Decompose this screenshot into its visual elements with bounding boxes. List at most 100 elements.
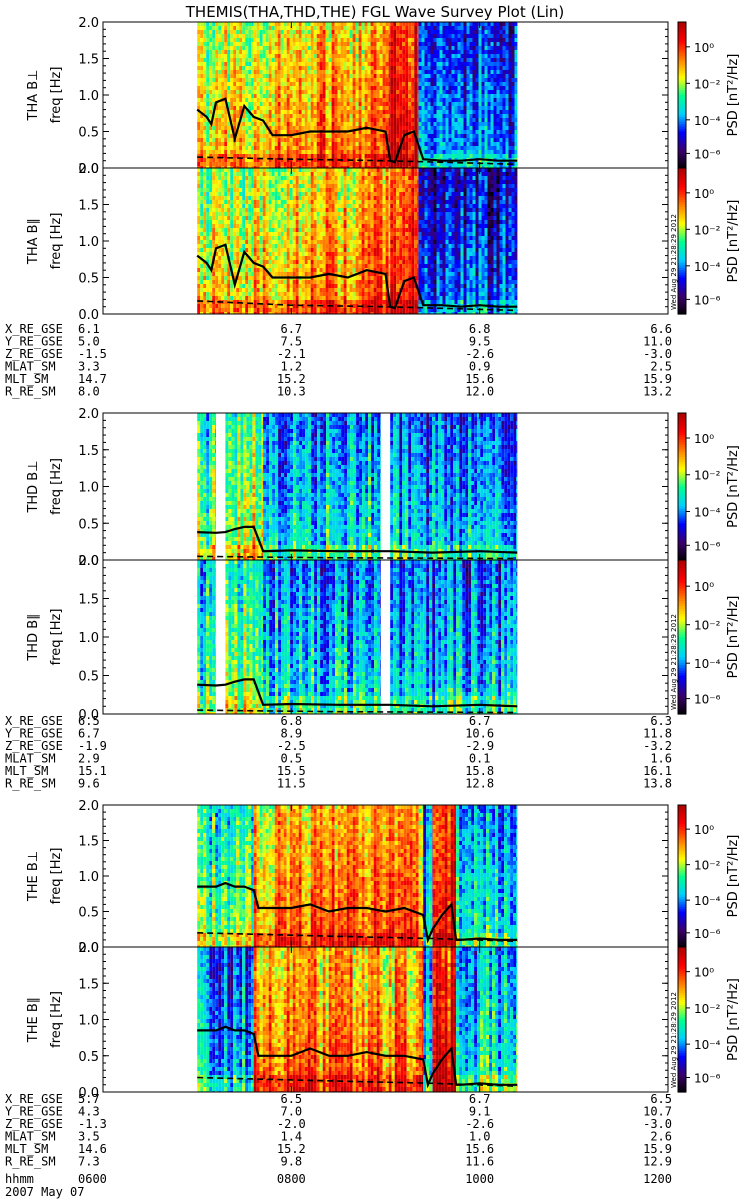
colorbar-tick-label: 10⁻⁶ bbox=[694, 147, 721, 161]
ytick-label: 0.5 bbox=[78, 272, 99, 287]
time-tick-label: 1000 bbox=[465, 1172, 494, 1186]
colorbar: 10⁰ 10⁻² 10⁻⁴ 10⁻⁶ PSD [nT²/Hz] bbox=[678, 22, 741, 169]
panel-label: THD B∥ bbox=[26, 613, 41, 661]
panel-ylabel: freq [Hz] bbox=[49, 458, 64, 515]
ephemeris-value: 8.0 bbox=[78, 385, 100, 399]
colorbar-tick-label: 10⁻⁴ bbox=[694, 505, 721, 519]
colorbar-tick-label: 10⁻⁶ bbox=[694, 539, 721, 553]
timestamp-label: Wed Aug 29 21:28:29 2012 bbox=[670, 614, 678, 710]
colorbar-tick-label: 10⁻² bbox=[694, 223, 721, 237]
ytick-label: 1.5 bbox=[78, 53, 99, 68]
panel-ylabel: freq [Hz] bbox=[49, 213, 64, 270]
ytick-label: 1.0 bbox=[78, 235, 99, 250]
ytick-label: 0.0 bbox=[78, 308, 99, 323]
ytick-label: 2.0 bbox=[78, 162, 99, 177]
timestamp-label: Wed Aug 29 21:28:29 2012 bbox=[670, 214, 678, 310]
panel-label: THA B⊥ bbox=[26, 70, 41, 122]
panel-label: THA B∥ bbox=[26, 218, 41, 265]
colorbar-tick-label: 10⁻⁴ bbox=[694, 894, 721, 908]
ephemeris-value: 9.6 bbox=[78, 777, 100, 791]
colorbar-label: PSD [nT²/Hz] bbox=[726, 200, 741, 283]
ytick-label: 2.0 bbox=[78, 16, 99, 31]
ytick-label: 1.5 bbox=[78, 199, 99, 214]
ytick-label: 0.5 bbox=[78, 1050, 99, 1065]
spectrogram-cells bbox=[197, 413, 517, 560]
timestamp-label: Wed Aug 29 21:28:29 2012 bbox=[670, 992, 678, 1088]
ephemeris-thd: X_RE_GSE 6.5 6.8 6.7 6.3Y_RE_GSE 6.7 8.9 10.6 11… bbox=[5, 714, 672, 791]
ytick-label: 0.5 bbox=[78, 126, 99, 141]
colorbar-label: PSD [nT²/Hz] bbox=[726, 54, 741, 137]
colorbar-tick-label: 10⁻⁶ bbox=[694, 693, 721, 707]
colorbar-tick-label: 10⁻⁴ bbox=[694, 114, 721, 128]
ytick-label: 1.0 bbox=[78, 631, 99, 646]
colorbar-tick-label: 10⁰ bbox=[694, 823, 714, 837]
ytick-label: 1.0 bbox=[78, 89, 99, 104]
colorbar-tick-label: 10⁻⁴ bbox=[694, 260, 721, 274]
colorbar-tick-label: 10⁰ bbox=[694, 187, 714, 201]
colorbar-label: PSD [nT²/Hz] bbox=[726, 978, 741, 1061]
panel-label: THE B∥ bbox=[26, 997, 41, 1043]
colorbar-tick-label: 10⁻⁴ bbox=[694, 1038, 721, 1052]
colorbar-tick-label: 10⁻² bbox=[694, 469, 721, 483]
colorbar-tick-label: 10⁰ bbox=[694, 41, 714, 55]
ytick-label: 1.0 bbox=[78, 481, 99, 496]
panel-frame bbox=[103, 413, 668, 560]
ephemeris-value: 13.2 bbox=[643, 385, 672, 399]
panel-ylabel: freq [Hz] bbox=[49, 991, 64, 1048]
colorbar-tick-label: 10⁰ bbox=[694, 432, 714, 446]
ytick-label: 2.0 bbox=[78, 407, 99, 422]
time-tick-label: 1200 bbox=[643, 1172, 672, 1186]
ytick-label: 0.5 bbox=[78, 906, 99, 921]
spectrogram-cells bbox=[197, 22, 517, 168]
panel-label: THD B⊥ bbox=[26, 460, 41, 513]
ephemeris-row-label: R_RE_SM bbox=[5, 385, 56, 399]
spectrogram-panel-tha-bpar: 0.0 0.5 1.0 1.5 2.0 THA B∥ freq [Hz] 10⁰ 10⁻² 10⁻… bbox=[26, 162, 741, 323]
colorbar: 10⁰ 10⁻² 10⁻⁴ 10⁻⁶ PSD [nT²/Hz] Wed Aug 29 21… bbox=[670, 947, 741, 1093]
ytick-label: 1.5 bbox=[78, 977, 99, 992]
ephemeris-value: 12.0 bbox=[465, 385, 494, 399]
panel-ylabel: freq [Hz] bbox=[49, 609, 64, 666]
ytick-label: 1.0 bbox=[78, 870, 99, 885]
ytick-label: 2.0 bbox=[78, 554, 99, 569]
colorbar-tick-label: 10⁻² bbox=[694, 619, 721, 633]
time-tick-label: 0600 bbox=[78, 1172, 107, 1186]
colorbar-label: PSD [nT²/Hz] bbox=[726, 445, 741, 528]
colorbar-tick-label: 10⁻⁶ bbox=[694, 293, 721, 307]
ephemeris-value: 9.8 bbox=[280, 1155, 302, 1169]
ephemeris-value: 11.6 bbox=[465, 1155, 494, 1169]
date-label: 2007 May 07 bbox=[5, 1185, 84, 1199]
ephemeris-the: X_RE_GSE 5.7 6.5 6.7 6.5Y_RE_GSE 4.3 7.0 9.1 10.… bbox=[5, 1092, 672, 1169]
ephemeris-value: 12.8 bbox=[465, 777, 494, 791]
wave-survey-plot: THEMIS(THA,THD,THE) FGL Wave Survey Plot… bbox=[0, 0, 750, 1200]
ephemeris-value: 13.8 bbox=[643, 777, 672, 791]
colorbar-tick-label: 10⁻² bbox=[694, 77, 721, 91]
colorbar: 10⁰ 10⁻² 10⁻⁴ 10⁻⁶ PSD [nT²/Hz] bbox=[678, 413, 741, 561]
ytick-label: 2.0 bbox=[78, 799, 99, 814]
ephemeris-value: 11.5 bbox=[277, 777, 306, 791]
time-axis-row-label: hhmm bbox=[5, 1172, 34, 1186]
colorbar-tick-label: 10⁻⁶ bbox=[694, 1072, 721, 1086]
ytick-label: 0.5 bbox=[78, 670, 99, 685]
colorbar-tick-label: 10⁰ bbox=[694, 966, 714, 980]
ephemeris-value: 7.3 bbox=[78, 1155, 100, 1169]
panel-ylabel: freq [Hz] bbox=[49, 67, 64, 124]
ytick-label: 1.5 bbox=[78, 444, 99, 459]
plot-title: THEMIS(THA,THD,THE) FGL Wave Survey Plot… bbox=[185, 3, 564, 21]
ytick-label: 1.5 bbox=[78, 593, 99, 608]
ephemeris-tha: X_RE_GSE 6.1 6.7 6.8 6.6Y_RE_GSE 5.0 7.5 9.5 11.… bbox=[5, 322, 672, 399]
ytick-label: 1.0 bbox=[78, 1014, 99, 1029]
colorbar-label: PSD [nT²/Hz] bbox=[726, 596, 741, 679]
colorbar-tick-label: 10⁻⁶ bbox=[694, 927, 721, 941]
colorbar-tick-label: 10⁻² bbox=[694, 1002, 721, 1016]
ephemeris-value: 12.9 bbox=[643, 1155, 672, 1169]
spectrogram-cells bbox=[197, 560, 517, 714]
colorbar-tick-label: 10⁻² bbox=[694, 859, 721, 873]
spectrogram-cells bbox=[197, 168, 517, 314]
